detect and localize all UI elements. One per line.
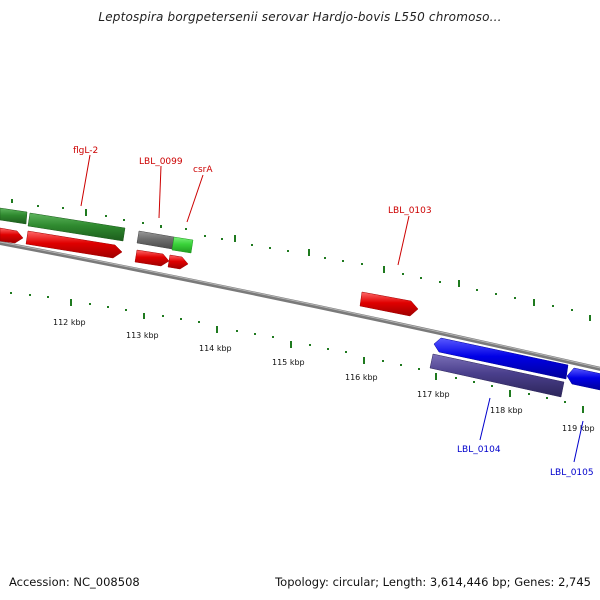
callout-line-LBL_0099 <box>158 165 162 219</box>
callout-line-LBL_0103 <box>397 215 410 266</box>
cds-arrow-red-left[interactable] <box>0 227 24 244</box>
cds-arrow-blue-LBL_0105[interactable] <box>566 367 600 391</box>
cds-arrow-red-LBL_0099[interactable] <box>134 249 170 267</box>
gene-block-purple-LBL_0104[interactable] <box>429 353 565 398</box>
gene-label-csrA[interactable]: csrA <box>193 165 213 175</box>
tick-label-117: 117 kbp <box>417 390 450 399</box>
tick-label-115: 115 kbp <box>272 358 305 367</box>
cds-arrow-red-flgL-2[interactable] <box>25 230 123 259</box>
cds-arrow-blue-LBL_0104[interactable] <box>433 337 569 380</box>
backbone-highlight <box>0 241 600 369</box>
callout-line-LBL_0105 <box>573 420 584 463</box>
tick-label-114: 114 kbp <box>199 344 232 353</box>
scale-labels: 112 kbp 113 kbp 114 kbp 115 kbp 116 kbp … <box>53 318 595 433</box>
inner-tick-row <box>10 292 584 413</box>
outer-genes[interactable] <box>0 207 194 254</box>
gene-labels[interactable]: flgL-2 LBL_0099 csrA LBL_0103 LBL_0104 L… <box>73 146 594 478</box>
gene-label-LBL_0103[interactable]: LBL_0103 <box>388 206 432 216</box>
callout-line-csrA <box>186 174 204 223</box>
gene-label-flgL-2[interactable]: flgL-2 <box>73 146 98 156</box>
reverse-cds[interactable] <box>429 337 600 398</box>
cds-arrow-red-csrA[interactable] <box>167 254 189 270</box>
backbone <box>0 240 600 371</box>
gene-block-LBL_0099[interactable] <box>136 230 175 250</box>
accession-label: Accession: NC_008508 <box>9 575 140 589</box>
cds-arrow-red-LBL_0103[interactable] <box>359 291 419 317</box>
map-title: Leptospira borgpetersenii serovar Hardjo… <box>98 10 502 24</box>
gene-block-csrA[interactable] <box>171 236 194 254</box>
gene-label-LBL_0104[interactable]: LBL_0104 <box>457 445 501 455</box>
callout-line-LBL_0104 <box>479 397 491 441</box>
forward-cds[interactable] <box>0 227 419 317</box>
outer-tick-row <box>11 199 591 321</box>
tick-label-119: 119 kbp <box>562 424 595 433</box>
gene-block-green-left[interactable] <box>0 207 28 225</box>
tick-label-118: 118 kbp <box>490 406 523 415</box>
tick-label-112: 112 kbp <box>53 318 86 327</box>
gene-label-LBL_0105[interactable]: LBL_0105 <box>550 468 594 478</box>
callout-line-flgL-2 <box>80 154 91 207</box>
gene-block-flgL-2[interactable] <box>27 212 126 242</box>
gene-label-LBL_0099[interactable]: LBL_0099 <box>139 157 183 167</box>
genome-summary: Topology: circular; Length: 3,614,446 bp… <box>275 575 591 589</box>
tick-label-113: 113 kbp <box>126 331 159 340</box>
tick-label-116: 116 kbp <box>345 373 378 382</box>
